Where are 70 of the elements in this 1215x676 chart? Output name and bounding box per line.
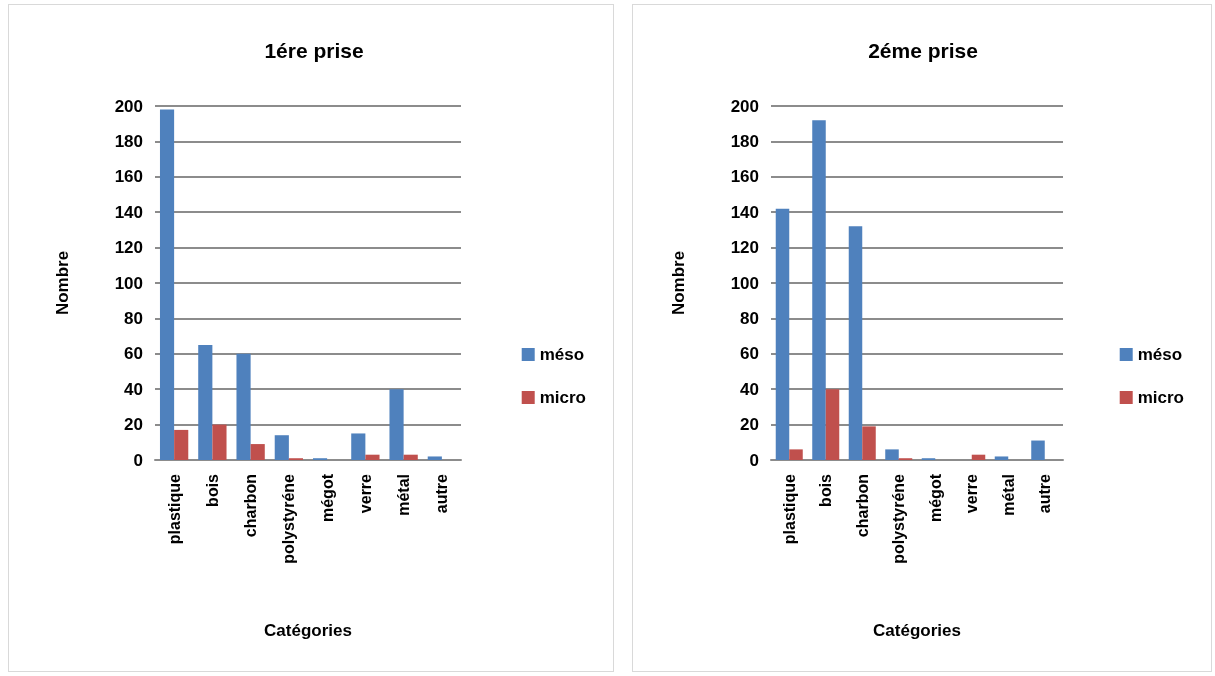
y-axis-title: Nombre — [669, 250, 688, 316]
x-tick-label: mégot — [926, 473, 944, 522]
y-tick-label: 200 — [114, 96, 143, 116]
x-tick-label: métal — [999, 474, 1017, 516]
y-tick-label: 120 — [730, 238, 759, 258]
bar — [236, 353, 251, 460]
bar — [427, 456, 442, 460]
y-tick-label: 80 — [124, 308, 143, 328]
x-tick-label: polystyréne — [890, 473, 908, 564]
x-tick-label: bois — [817, 473, 835, 507]
legend-label: micro — [539, 388, 586, 407]
y-tick-label: 160 — [114, 167, 143, 187]
bar — [994, 456, 1009, 460]
legend-label: micro — [1137, 388, 1184, 407]
y-tick-label: 0 — [749, 450, 759, 470]
x-tick-label: métal — [395, 474, 413, 516]
bar — [812, 120, 826, 460]
y-tick-label: 200 — [730, 96, 759, 116]
bar — [403, 454, 418, 460]
y-tick-label: 140 — [114, 202, 143, 222]
bar — [389, 389, 404, 460]
bar — [789, 449, 803, 460]
y-tick-label: 120 — [114, 238, 143, 258]
x-axis-title: Catégories — [873, 621, 961, 640]
bar — [848, 226, 863, 460]
y-tick-label: 20 — [124, 415, 143, 435]
x-tick-label: mégot — [318, 473, 336, 522]
bar — [250, 444, 265, 460]
bar — [775, 208, 790, 460]
x-tick-label: verre — [356, 473, 374, 514]
x-tick-label: charbon — [242, 474, 260, 538]
bar — [212, 424, 227, 460]
bar — [862, 426, 876, 460]
bar — [885, 449, 899, 460]
legend-label: méso — [1137, 345, 1183, 364]
bar — [825, 389, 840, 460]
x-tick-label: plastique — [165, 473, 183, 545]
bar — [274, 435, 289, 460]
bar — [365, 454, 380, 460]
bar — [1031, 440, 1045, 460]
y-tick-label: 180 — [730, 131, 759, 151]
x-tick-label: bois — [203, 473, 221, 507]
y-tick-label: 60 — [124, 344, 143, 364]
y-tick-label: 40 — [740, 379, 759, 399]
y-tick-label: 140 — [730, 202, 759, 222]
y-tick-label: 100 — [114, 273, 143, 293]
x-tick-label: autre — [433, 473, 451, 514]
x-tick-label: autre — [1036, 473, 1054, 514]
y-tick-label: 60 — [740, 344, 759, 364]
bar — [159, 109, 175, 460]
x-tick-label: verre — [963, 473, 981, 514]
bar — [174, 429, 189, 460]
y-tick-label: 20 — [740, 415, 759, 435]
y-tick-label: 40 — [124, 379, 143, 399]
x-tick-label: charbon — [853, 474, 871, 538]
y-tick-label: 160 — [730, 167, 759, 187]
bar — [198, 344, 213, 460]
y-tick-label: 0 — [133, 450, 143, 470]
x-tick-label: plastique — [780, 473, 798, 545]
x-axis-title: Catégories — [264, 621, 352, 640]
chart-title: 2éme prise — [868, 39, 978, 62]
x-tick-label: polystyréne — [280, 473, 298, 564]
chart-title: 1ére prise — [264, 39, 364, 62]
y-axis-title: Nombre — [53, 250, 72, 316]
y-tick-label: 180 — [114, 131, 143, 151]
bar — [351, 433, 366, 460]
legend-label: méso — [539, 345, 585, 364]
y-tick-label: 100 — [730, 273, 759, 293]
y-tick-label: 80 — [740, 308, 759, 328]
bar — [971, 454, 986, 460]
